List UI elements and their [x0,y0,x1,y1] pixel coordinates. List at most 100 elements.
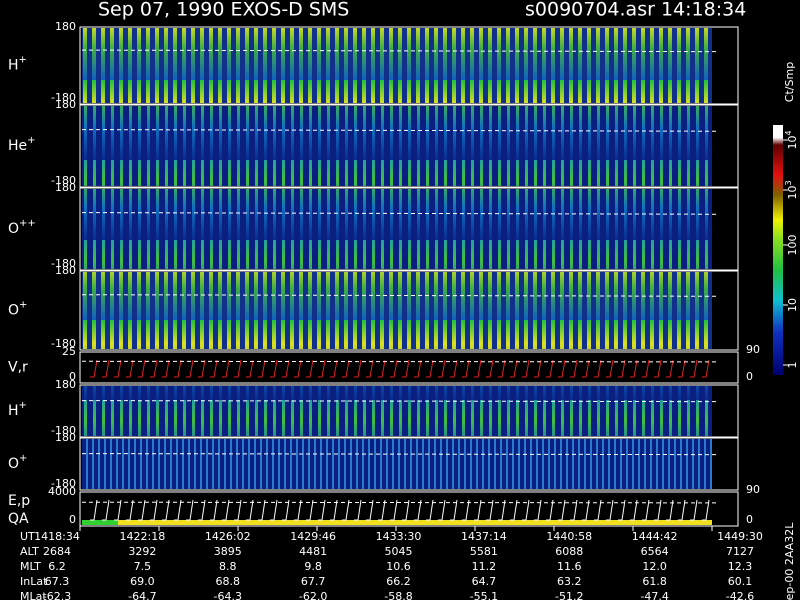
sweep-mark [354,499,362,521]
sweep-mark [150,499,158,521]
sweep-mark [678,499,686,521]
qa-bar [118,520,712,525]
sweep-mark [414,359,422,378]
sweep-mark [246,499,254,521]
colorbar-tick-base: 10 [786,136,799,150]
table-cell: -62.3 [43,590,71,600]
sweep-mark [510,359,518,378]
sweep-mark [162,499,170,521]
table-cell: 68.8 [216,575,241,588]
sweep-mark [198,499,206,521]
sweep-mark [450,499,458,521]
panel-frame [79,437,739,491]
sweep-mark [570,499,578,521]
table-cell: 67.3 [45,575,70,588]
panel-label: H+ [8,55,27,74]
sweep-mark [582,359,590,378]
dashed-trace [81,400,719,403]
row-label: MLT [20,560,41,573]
sweep-mark [150,359,158,378]
sweep-mark [234,359,242,378]
sweep-mark [138,499,146,521]
table-cell: 10.6 [386,560,411,573]
table-cell: 66.2 [386,575,411,588]
sweep-mark [198,359,206,378]
table-cell: 61.8 [642,575,667,588]
colorbar-tick-label: 104 [784,130,800,149]
panel-label-text: H [8,403,19,419]
sweep-mark [114,359,122,378]
sweep-mark [90,359,98,378]
sweep-mark [414,499,422,521]
sweep-mark [210,359,218,378]
table-cell: 3292 [128,545,156,558]
sweep-mark [522,359,530,378]
y-tick-label: 0 [69,370,76,383]
panel-label-text: He [8,138,27,154]
sweep-mark [546,359,554,378]
spectrogram [82,106,712,186]
sweep-mark [654,359,662,378]
sweep-mark [438,359,446,378]
colorbar [773,125,783,375]
sweep-mark [270,499,278,521]
table-cell: 9.8 [304,560,322,573]
panel-frame [79,270,739,351]
sweep-mark [342,359,350,378]
table-cell: 1444:42 [632,530,678,543]
sweep-mark [618,499,626,521]
sweep-mark [342,499,350,521]
colorbar-tick-exp: 3 [784,180,793,185]
dashed-trace [81,49,719,53]
dashed-trace [81,453,719,456]
panel-label-text: V,r [8,360,28,376]
sweep-mark [258,499,266,521]
sweep-mark [402,359,410,378]
sweep-mark [690,499,698,521]
sweep-mark [462,499,470,521]
table-cell: 1433:30 [376,530,422,543]
row-label: ALT [20,545,39,558]
row-label: InLat [20,575,48,588]
sweep-mark [642,499,650,521]
sweep-mark [666,359,674,378]
colorbar-tick-base: 10 [786,186,799,200]
sweep-mark [582,499,590,521]
sweep-mark [558,359,566,378]
sweep-mark [630,499,638,521]
panel-label: O+ [8,300,27,319]
sweep-mark [450,359,458,378]
sweep-mark [630,359,638,378]
sweep-mark [378,359,386,378]
sweep-mark [534,359,542,378]
y-tick-label: -180 [51,174,76,187]
sweep-mark [102,499,110,521]
sweep-mark [186,359,194,378]
dashed-trace [81,360,719,363]
sweep-mark [174,499,182,521]
sweep-mark [390,499,398,521]
spectrogram [82,439,712,489]
y2-tick-label: 0 [746,513,753,526]
table-cell: 6564 [641,545,669,558]
y-tick-label: 180 [55,378,76,391]
dashed-trace [81,501,719,504]
table-cell: 63.2 [557,575,582,588]
spectrogram [82,272,712,349]
sweep-mark [162,359,170,378]
panel-frame [79,104,739,188]
row-label: UT [20,530,35,543]
sweep-mark [210,499,218,521]
panel-label-text: O [8,221,19,237]
colorbar-tick-base: 10 [786,298,799,312]
sweep-mark [138,359,146,378]
table-cell: -62.0 [299,590,327,600]
table-cell: 1422:18 [120,530,166,543]
sweep-mark [282,359,290,378]
sweep-mark [306,359,314,378]
table-cell: -42.6 [726,590,754,600]
sweep-mark [102,359,110,378]
sweep-mark [678,359,686,378]
dashed-trace [81,212,719,215]
table-cell: -51.2 [555,590,583,600]
